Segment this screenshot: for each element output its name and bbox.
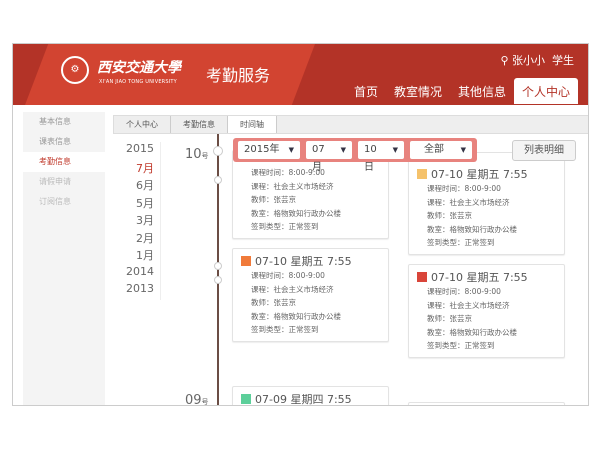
day-label: 09号 xyxy=(185,393,209,406)
nav-other[interactable]: 其他信息 xyxy=(457,85,506,99)
attendance-card: 07-09 星期四 7:55 xyxy=(232,386,389,405)
checkin-icon xyxy=(417,272,427,282)
nav-personal[interactable]: 个人中心 xyxy=(513,78,578,104)
breadcrumb-item[interactable]: 个人中心 xyxy=(114,116,171,133)
month-item[interactable]: 3月 xyxy=(136,214,154,227)
checkin-icon xyxy=(241,394,251,404)
header: ⚙ 西安交通大學 XI'AN JIAO TONG UNIVERSITY 考勤服务… xyxy=(13,44,588,105)
timeline-node xyxy=(214,262,222,270)
sidebar-item-subscribe[interactable]: 订阅信息 xyxy=(39,197,71,206)
month-item[interactable]: 1月 xyxy=(136,249,154,262)
year-item[interactable]: 2013 xyxy=(126,282,154,295)
attendance-card: 课程时间：8:00-9:00 课程：社会主义市场经济 教师：张芸京 教室：格物致… xyxy=(232,150,389,239)
attendance-card: 07-10 星期五 7:55 课程时间：8:00-9:00 课程：社会主义市场经… xyxy=(408,152,565,255)
day-select[interactable]: 10日 ▼ xyxy=(358,141,404,173)
day-label: 10号 xyxy=(185,147,209,162)
nav-classrooms[interactable]: 教室情况 xyxy=(393,85,442,99)
year-select[interactable]: 2015年 ▼ xyxy=(238,141,300,159)
sidebar-item-schedule[interactable]: 课表信息 xyxy=(39,137,71,146)
checkin-icon xyxy=(417,169,427,179)
service-title: 考勤服务 xyxy=(206,66,271,85)
year-month-list: 2015 7月 6月 5月 3月 2月 1月 2014 2013 xyxy=(113,142,161,300)
list-detail-button[interactable]: 列表明细 xyxy=(512,140,576,161)
chevron-down-icon: ▼ xyxy=(288,146,294,154)
timeline-node xyxy=(214,176,222,184)
month-item-active[interactable]: 7月 xyxy=(136,161,154,175)
breadcrumb-item[interactable]: 考勤信息 xyxy=(171,116,228,133)
chevron-down-icon: ▼ xyxy=(340,146,346,154)
chevron-down-icon: ▼ xyxy=(460,146,466,154)
attendance-card: 07-10 星期五 7:55 课程时间：8:00-9:00 课程：社会主义市场经… xyxy=(408,264,565,358)
chevron-down-icon: ▼ xyxy=(392,146,398,154)
attendance-card xyxy=(408,402,565,405)
user-info[interactable]: ⚲ 张小小 学生 xyxy=(500,54,574,67)
date-filter-bar: 2015年 ▼ 07月 ▼ 10日 ▼ 全部 ▼ xyxy=(233,138,477,173)
user-icon: ⚲ xyxy=(500,54,509,67)
breadcrumb: 个人中心 考勤信息 时间轴 xyxy=(113,115,588,134)
app-window: ⚙ 西安交通大學 XI'AN JIAO TONG UNIVERSITY 考勤服务… xyxy=(12,43,589,406)
attendance-card: 07-10 星期五 7:55 课程时间：8:00-9:00 课程：社会主义市场经… xyxy=(232,248,389,342)
university-logo: ⚙ xyxy=(61,56,89,84)
nav-home[interactable]: 首页 xyxy=(353,85,378,99)
year-item[interactable]: 2014 xyxy=(126,264,154,278)
main-nav: 首页 教室情况 其他信息 个人中心 xyxy=(346,78,578,104)
month-select[interactable]: 07月 ▼ xyxy=(306,141,352,173)
timeline-node xyxy=(213,146,223,156)
sidebar-item-leave[interactable]: 请假申请 xyxy=(39,177,71,186)
checkin-icon xyxy=(241,256,251,266)
university-name-en: XI'AN JIAO TONG UNIVERSITY xyxy=(99,79,177,85)
month-item[interactable]: 2月 xyxy=(136,231,154,245)
sidebar: 基本信息 课表信息 考勤信息 请假申请 订阅信息 xyxy=(23,112,105,405)
timeline-line xyxy=(217,134,219,405)
breadcrumb-current: 时间轴 xyxy=(228,116,277,133)
timeline-node xyxy=(214,276,222,284)
sidebar-item-attendance[interactable]: 考勤信息 xyxy=(23,152,105,172)
month-item[interactable]: 6月 xyxy=(136,179,154,192)
sidebar-item-basic[interactable]: 基本信息 xyxy=(39,117,71,126)
university-name: 西安交通大學 xyxy=(97,60,181,76)
year-item[interactable]: 2015 xyxy=(126,142,154,155)
month-item[interactable]: 5月 xyxy=(136,196,154,210)
type-select[interactable]: 全部 ▼ xyxy=(410,141,472,159)
